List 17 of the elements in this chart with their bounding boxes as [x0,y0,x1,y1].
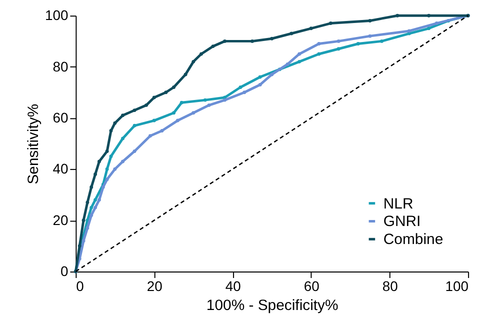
y-tick-label: 60 [52,109,68,126]
y-axis-title: Sensitivity% [24,104,42,184]
x-tick-label: 0 [76,278,84,294]
y-tick-label: 20 [52,212,68,228]
y-tick-label: 100 [44,7,68,24]
x-tick-label: 80 [382,278,398,294]
y-tick-label: 80 [52,58,68,74]
x-tick-label: 100 [445,278,469,294]
x-axis-title: 100% - Specificity% [206,296,338,314]
legend-label: GNRI [383,213,421,230]
y-tick-label: 0 [60,263,68,280]
legend-label: NLR [383,195,414,212]
x-tick-label: 40 [225,278,242,294]
legend-label: Combine [383,231,444,248]
y-tick-label: 40 [52,160,68,177]
x-tick-label: 20 [146,278,163,294]
x-tick-label: 60 [304,278,320,294]
